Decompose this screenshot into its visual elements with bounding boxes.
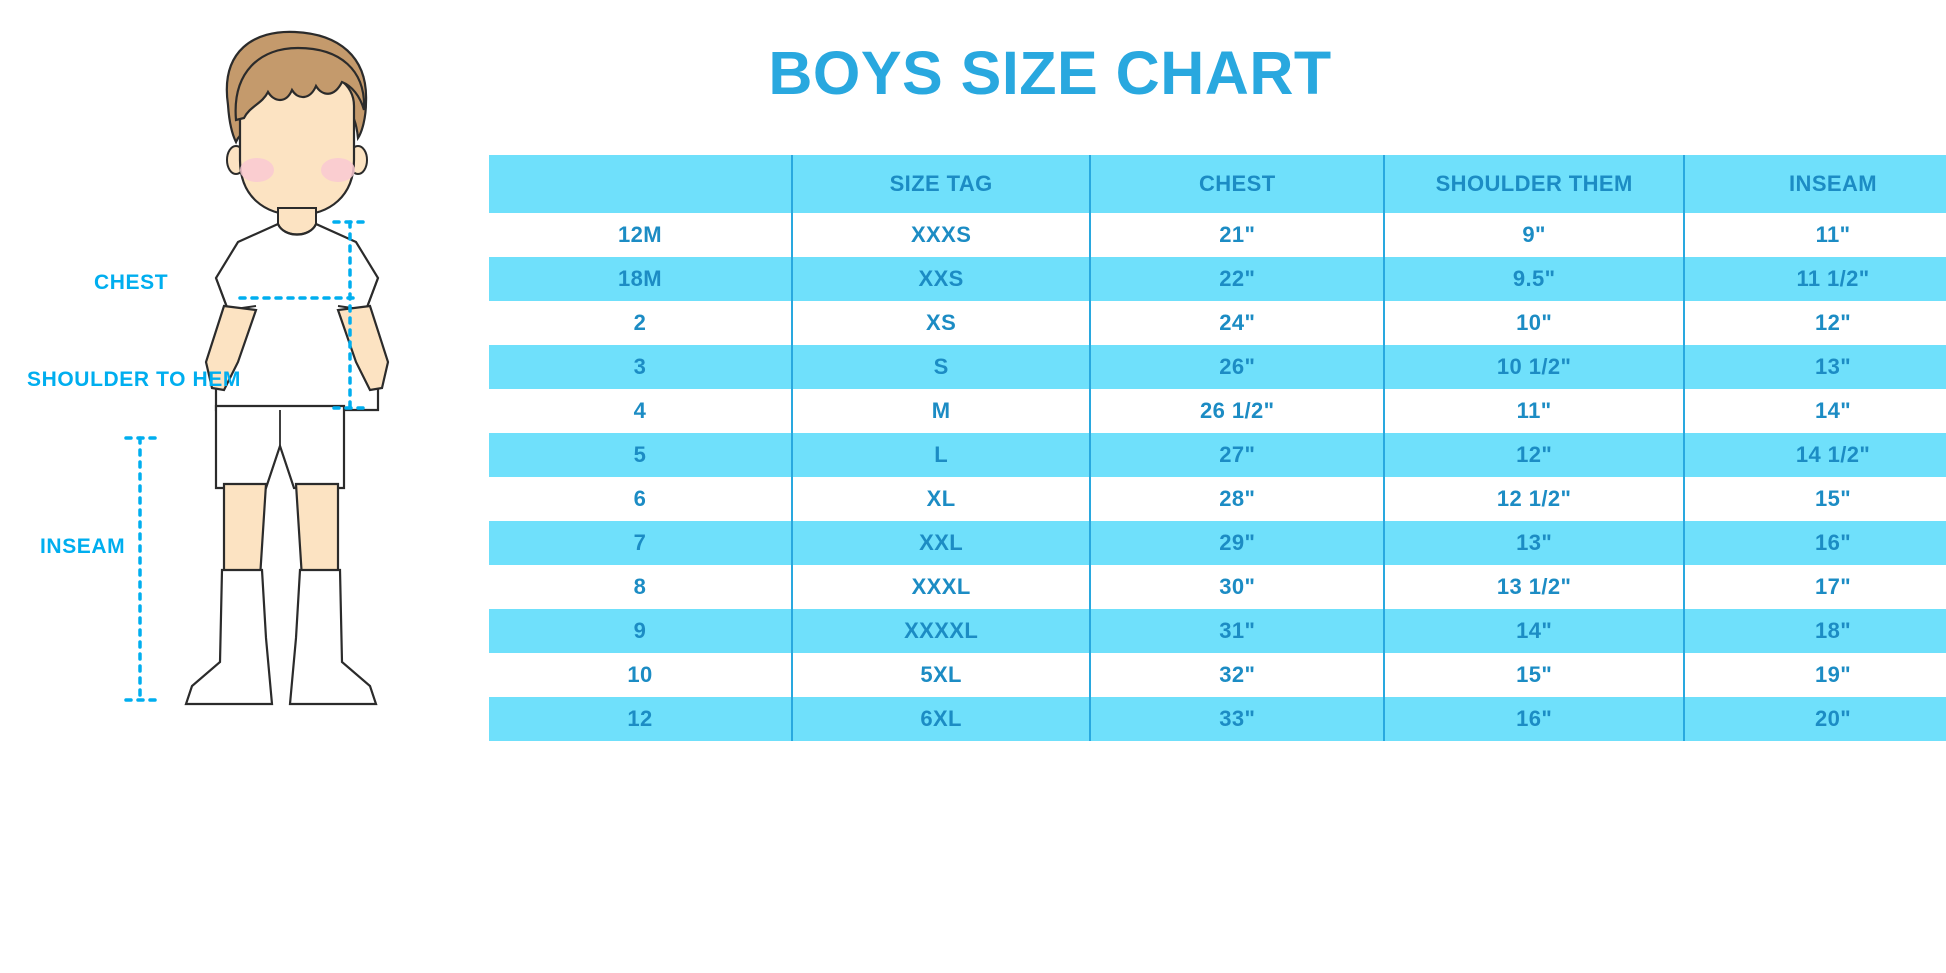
cell-chest: 29" bbox=[1089, 521, 1386, 565]
cell-chest: 31" bbox=[1089, 609, 1386, 653]
cell-size: 2 bbox=[489, 301, 793, 345]
cell-shoulder-them: 9.5" bbox=[1383, 257, 1686, 301]
cell-chest: 33" bbox=[1089, 697, 1386, 741]
cell-inseam: 14" bbox=[1683, 389, 1946, 433]
column-header-shoulder-them: SHOULDER THEM bbox=[1383, 155, 1686, 213]
cell-shoulder-them: 13 1/2" bbox=[1383, 565, 1686, 609]
cell-size: 8 bbox=[489, 565, 793, 609]
size-chart-table: SIZE TAG CHEST SHOULDER THEM INSEAM 12M XXXS… bbox=[489, 155, 1946, 741]
cell-inseam: 11" bbox=[1683, 213, 1946, 257]
cell-shoulder-them: 10" bbox=[1383, 301, 1686, 345]
boy-figure-illustration: CHEST SHOULDER TO HEM INSEAM bbox=[0, 0, 470, 973]
page-title: BOYS SIZE CHART bbox=[768, 39, 1332, 107]
table-body: 12M XXXS 21" 9" 11" 18M XXS 22" 9.5" 11 1/2" 2 XS 24… bbox=[489, 213, 1946, 741]
cell-shoulder-them: 12 1/2" bbox=[1383, 477, 1686, 521]
cell-size: 4 bbox=[489, 389, 793, 433]
table-row: 12M XXXS 21" 9" 11" bbox=[489, 213, 1946, 257]
cell-inseam: 12" bbox=[1683, 301, 1946, 345]
cell-shoulder-them: 14" bbox=[1383, 609, 1686, 653]
cell-inseam: 11 1/2" bbox=[1683, 257, 1946, 301]
table-row: 10 5XL 32" 15" 19" bbox=[489, 653, 1946, 697]
cell-size-tag: XS bbox=[790, 301, 1092, 345]
cell-inseam: 13" bbox=[1683, 345, 1946, 389]
table-header-row: SIZE TAG CHEST SHOULDER THEM INSEAM bbox=[489, 155, 1946, 213]
measure-label-inseam: INSEAM bbox=[40, 535, 126, 558]
boy-figure-icon bbox=[124, 30, 390, 706]
cell-size-tag: XXS bbox=[790, 257, 1092, 301]
cell-size-tag: S bbox=[790, 345, 1092, 389]
cell-size-tag: XXXXL bbox=[790, 609, 1092, 653]
cell-size-tag: L bbox=[790, 433, 1092, 477]
column-header-size bbox=[489, 155, 793, 213]
cell-shoulder-them: 12" bbox=[1383, 433, 1686, 477]
cell-size: 12 bbox=[489, 697, 793, 741]
cell-chest: 22" bbox=[1089, 257, 1386, 301]
cell-chest: 27" bbox=[1089, 433, 1386, 477]
cell-shoulder-them: 9" bbox=[1383, 213, 1686, 257]
table-row: 12 6XL 33" 16" 20" bbox=[489, 697, 1946, 741]
cell-inseam: 14 1/2" bbox=[1683, 433, 1946, 477]
column-header-chest: CHEST bbox=[1089, 155, 1386, 213]
cell-shoulder-them: 16" bbox=[1383, 697, 1686, 741]
table-row: 3 S 26" 10 1/2" 13" bbox=[489, 345, 1946, 389]
cell-inseam: 16" bbox=[1683, 521, 1946, 565]
cell-size-tag: XXL bbox=[790, 521, 1092, 565]
cell-size-tag: XXXL bbox=[790, 565, 1092, 609]
cell-shoulder-them: 10 1/2" bbox=[1383, 345, 1686, 389]
column-header-inseam: INSEAM bbox=[1683, 155, 1946, 213]
table-row: 4 M 26 1/2" 11" 14" bbox=[489, 389, 1946, 433]
table-header: SIZE TAG CHEST SHOULDER THEM INSEAM bbox=[489, 155, 1946, 213]
table-row: 9 XXXXL 31" 14" 18" bbox=[489, 609, 1946, 653]
cell-inseam: 20" bbox=[1683, 697, 1946, 741]
cell-chest: 30" bbox=[1089, 565, 1386, 609]
cell-size: 3 bbox=[489, 345, 793, 389]
cell-shoulder-them: 11" bbox=[1383, 389, 1686, 433]
cell-size-tag: XXXS bbox=[790, 213, 1092, 257]
cell-size: 9 bbox=[489, 609, 793, 653]
measure-label-shoulder-to-hem: SHOULDER TO HEM bbox=[27, 368, 241, 391]
table-row: 2 XS 24" 10" 12" bbox=[489, 301, 1946, 345]
cell-chest: 24" bbox=[1089, 301, 1386, 345]
cell-chest: 26 1/2" bbox=[1089, 389, 1386, 433]
cell-size-tag: 6XL bbox=[790, 697, 1092, 741]
cell-chest: 21" bbox=[1089, 213, 1386, 257]
cell-size: 6 bbox=[489, 477, 793, 521]
cell-inseam: 18" bbox=[1683, 609, 1946, 653]
table-row: 6 XL 28" 12 1/2" 15" bbox=[489, 477, 1946, 521]
cell-size-tag: 5XL bbox=[790, 653, 1092, 697]
cell-inseam: 17" bbox=[1683, 565, 1946, 609]
cell-shoulder-them: 15" bbox=[1383, 653, 1686, 697]
cell-size: 7 bbox=[489, 521, 793, 565]
table-row: 7 XXL 29" 13" 16" bbox=[489, 521, 1946, 565]
cell-size: 12M bbox=[489, 213, 793, 257]
cell-shoulder-them: 13" bbox=[1383, 521, 1686, 565]
cell-size: 10 bbox=[489, 653, 793, 697]
cell-chest: 32" bbox=[1089, 653, 1386, 697]
measure-label-chest: CHEST bbox=[94, 271, 169, 294]
column-header-size-tag: SIZE TAG bbox=[790, 155, 1092, 213]
table-row: 18M XXS 22" 9.5" 11 1/2" bbox=[489, 257, 1946, 301]
table-row: 8 XXXL 30" 13 1/2" 17" bbox=[489, 565, 1946, 609]
cell-size-tag: M bbox=[790, 389, 1092, 433]
cell-size: 18M bbox=[489, 257, 793, 301]
table-row: 5 L 27" 12" 14 1/2" bbox=[489, 433, 1946, 477]
cell-size-tag: XL bbox=[790, 477, 1092, 521]
cell-chest: 28" bbox=[1089, 477, 1386, 521]
cell-inseam: 19" bbox=[1683, 653, 1946, 697]
cell-chest: 26" bbox=[1089, 345, 1386, 389]
cell-size: 5 bbox=[489, 433, 793, 477]
cell-inseam: 15" bbox=[1683, 477, 1946, 521]
